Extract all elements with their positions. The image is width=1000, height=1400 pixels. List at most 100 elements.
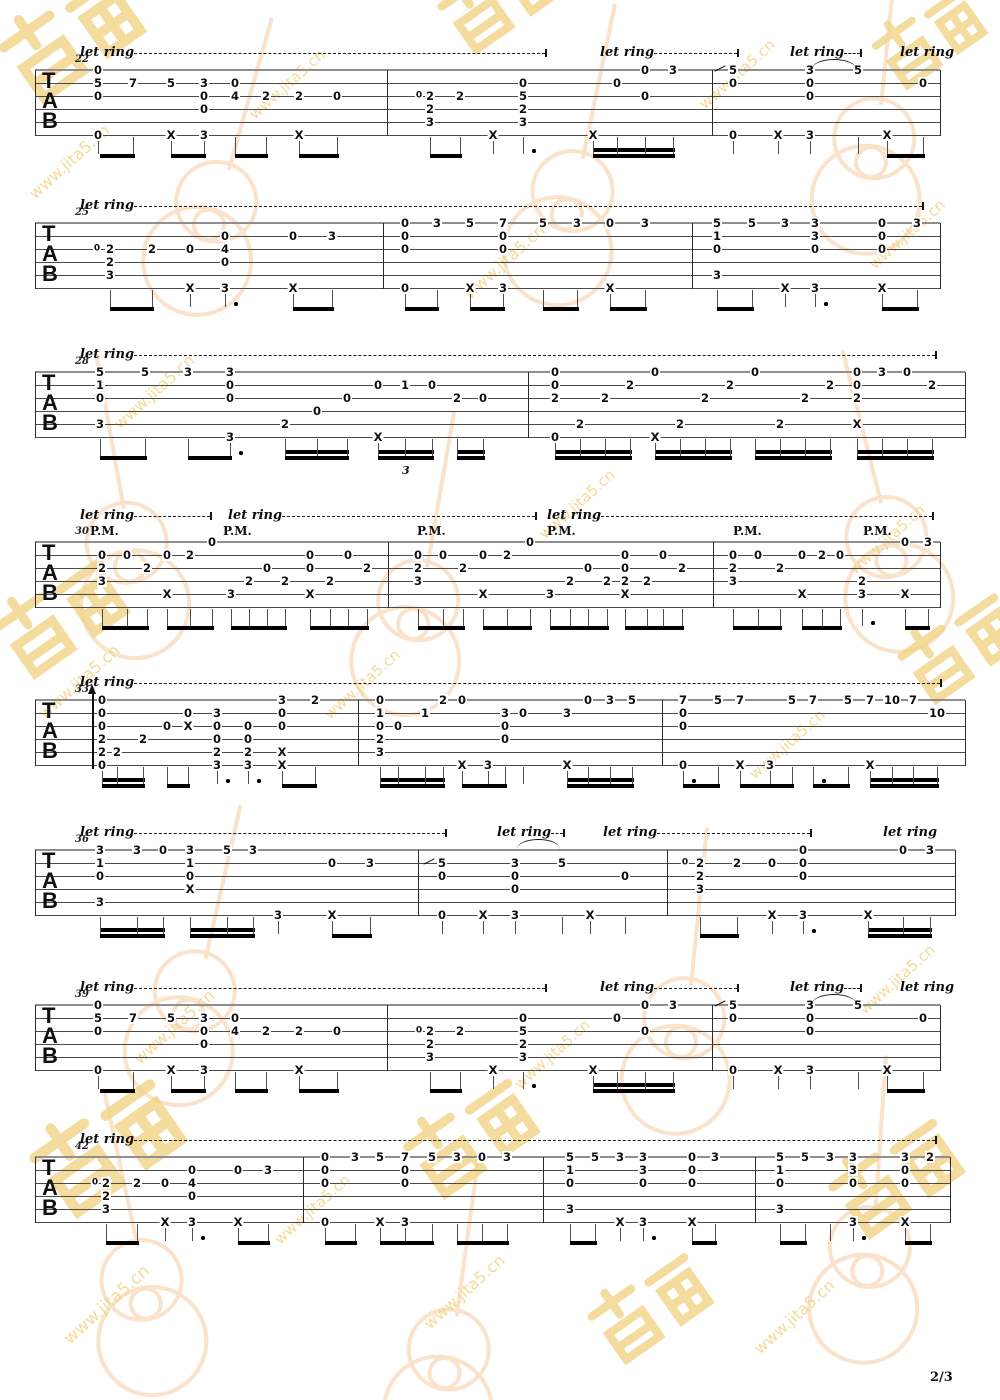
staff-line: [35, 1031, 940, 1032]
fret-number: 5: [94, 365, 106, 379]
stem: [870, 767, 871, 784]
beam: [418, 626, 465, 630]
fret-number: 3: [639, 216, 651, 230]
watermark-brand-glyph: [0, 0, 148, 105]
stem: [225, 290, 226, 307]
measure-number: 28: [75, 356, 89, 367]
fret-number: 2: [731, 856, 743, 870]
beam: [802, 626, 842, 630]
beam: [171, 1089, 206, 1093]
fret-number: 2: [727, 561, 739, 575]
beam: [692, 1241, 717, 1245]
fret-number: 0: [412, 548, 424, 562]
barline: [965, 700, 967, 766]
fret-number: 0: [198, 89, 210, 103]
let-ring-end-tick: [935, 1136, 937, 1144]
staff-line: [35, 1044, 940, 1045]
fret-number: 0: [92, 89, 104, 103]
let-ring-end-tick: [445, 829, 447, 837]
fret-number: 3: [564, 1202, 576, 1216]
staff-line: [35, 1070, 940, 1071]
fret-number: 2: [856, 574, 868, 588]
muted-note-x: X: [876, 281, 888, 295]
fret-number: 0: [319, 1163, 331, 1177]
tab-clef-letter: B: [42, 738, 58, 763]
barline: [950, 1157, 952, 1223]
beam: [102, 778, 145, 782]
watermark-guitar-outline-icon: [141, 17, 274, 317]
fret-number: 3: [517, 1050, 529, 1064]
stem: [805, 439, 806, 456]
fret-number: 0: [219, 255, 231, 269]
fret-number: 0: [326, 856, 338, 870]
strum-arrow-line: [92, 690, 94, 769]
fret-number: 2: [309, 693, 321, 707]
fret-number: 0: [876, 216, 888, 230]
stem: [570, 1224, 571, 1241]
stem: [152, 290, 153, 307]
fret-number: 0: [157, 843, 169, 857]
fret-number: 0: [899, 535, 911, 549]
fret-number: 2: [100, 1176, 112, 1190]
rhythm-dot: [234, 302, 238, 306]
muted-note-x: X: [772, 1063, 784, 1077]
fret-number: 0: [749, 365, 761, 379]
beam: [299, 154, 339, 158]
fret-number: 0: [727, 128, 739, 142]
stem: [405, 290, 406, 307]
beam: [457, 450, 485, 454]
fret-number: 0: [657, 548, 669, 562]
fret-number: 0: [96, 758, 108, 772]
staff-line: [35, 1222, 950, 1223]
rhythm-dot: [201, 1236, 205, 1240]
beam: [567, 784, 634, 788]
let-ring-label: let ring: [883, 825, 938, 840]
tab-clef-letter: A: [42, 868, 58, 893]
stem: [190, 917, 191, 934]
beam: [625, 626, 684, 630]
fret-number: 3: [804, 128, 816, 142]
fret-number: 3: [501, 1150, 513, 1164]
let-ring-dashes: [134, 1140, 935, 1141]
fret-number: 5: [436, 856, 448, 870]
fret-number: 1: [94, 378, 106, 392]
staff-line: [35, 1183, 950, 1184]
muted-note-x: X: [232, 1215, 244, 1229]
staff-line: [35, 902, 955, 903]
let-ring-label: let ring: [790, 45, 845, 60]
stem: [507, 609, 508, 626]
stem: [543, 290, 544, 307]
fret-number: 0: [399, 229, 411, 243]
palm-mute-label: P.M.: [417, 524, 446, 538]
fret-number: 10: [882, 693, 902, 707]
fret-number: 0: [711, 242, 723, 256]
stem: [231, 609, 232, 626]
muted-note-x: X: [766, 908, 778, 922]
fret-number: 0: [611, 76, 623, 90]
stem: [550, 609, 551, 626]
muted-note-x: X: [862, 908, 874, 922]
beam: [405, 307, 439, 311]
fret-number: 0: [899, 1176, 911, 1190]
fret-number: 0: [582, 693, 594, 707]
fret-number: 0: [476, 1150, 488, 1164]
barline: [35, 223, 37, 289]
fret-number: 0: [96, 548, 108, 562]
stem: [593, 1072, 594, 1089]
muted-note-x: X: [881, 1063, 893, 1077]
stem: [133, 137, 134, 154]
muted-note-x: X: [899, 587, 911, 601]
stem: [430, 1072, 431, 1089]
muted-note-x: X: [604, 281, 616, 295]
stem: [858, 137, 859, 154]
fret-number: 3: [711, 268, 723, 282]
fret-number: 2: [437, 693, 449, 707]
fret-number: 0: [876, 229, 888, 243]
fret-number: 3: [509, 908, 521, 922]
fret-number: 0: [796, 548, 808, 562]
beam: [102, 626, 149, 630]
fret-number: 2: [293, 89, 305, 103]
fret-number: 3: [186, 1215, 198, 1229]
rhythm-dot: [226, 779, 230, 783]
fret-number: 5: [426, 1150, 438, 1164]
